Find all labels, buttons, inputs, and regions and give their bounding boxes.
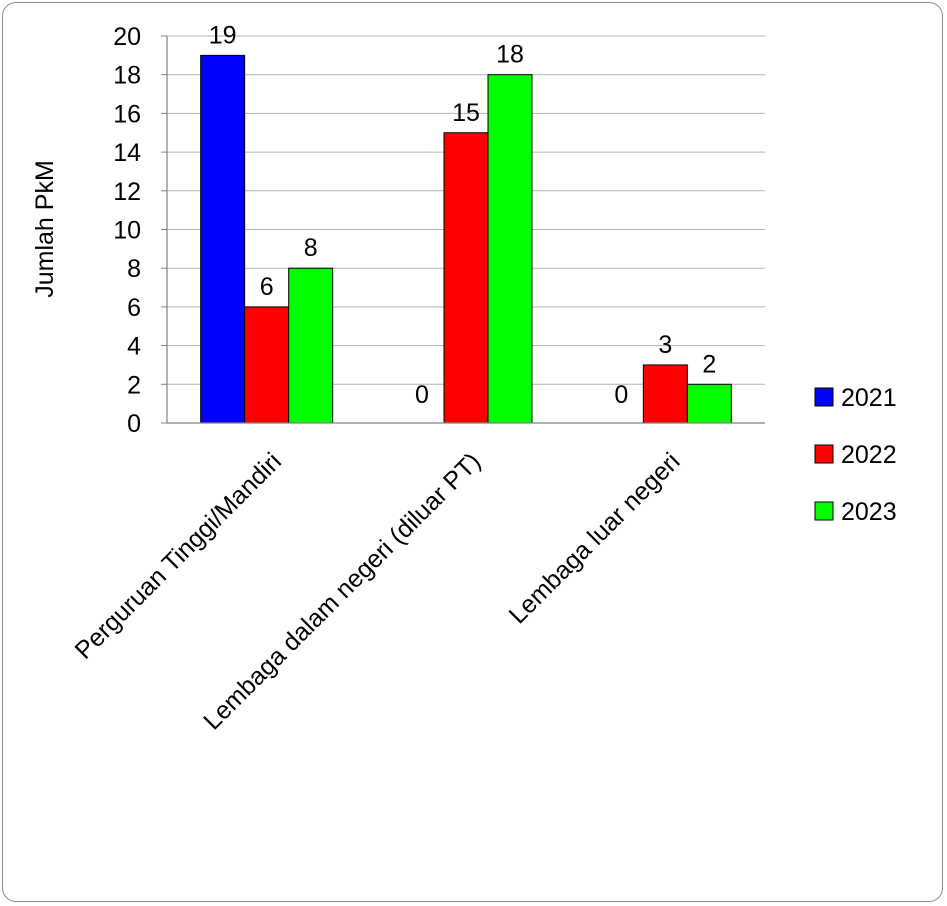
- y-axis-ticks: 0 2 4 6 8 10 12 14 16 18 20: [113, 23, 167, 438]
- y-tick-label: 4: [127, 333, 141, 361]
- y-tick-label: 14: [113, 139, 141, 167]
- y-tick-label: 0: [127, 410, 141, 438]
- data-label: 0: [614, 381, 628, 409]
- data-label: 2: [702, 350, 716, 378]
- bar-2022: [244, 306, 290, 424]
- data-label: 15: [452, 99, 480, 127]
- data-label: 18: [496, 41, 524, 69]
- bar-2023: [686, 383, 732, 424]
- bar-2022: [642, 364, 688, 424]
- legend-label: 2022: [841, 441, 897, 469]
- y-tick-label: 6: [127, 294, 141, 322]
- legend: 2021 2022 2023: [814, 384, 897, 526]
- bar-2021: [200, 54, 246, 424]
- legend-swatch-2022: [814, 444, 834, 464]
- category-label: Perguruan Tinggi/Mandiri: [70, 447, 287, 664]
- data-label: 6: [260, 273, 274, 301]
- data-label: 19: [209, 21, 237, 49]
- axes: [166, 36, 765, 424]
- legend-swatch-2023: [814, 501, 834, 521]
- legend-label: 2021: [841, 384, 897, 412]
- y-tick-label: 2: [127, 371, 141, 399]
- y-tick-label: 16: [113, 100, 141, 128]
- legend-label: 2023: [841, 498, 897, 526]
- bar-2022: [443, 132, 489, 424]
- bar-2023: [288, 267, 334, 424]
- bars: [200, 54, 732, 424]
- bar-2023: [487, 74, 533, 424]
- y-tick-label: 18: [113, 62, 141, 90]
- data-labels: 19 6 8 0 15 18 0 3 2: [209, 21, 717, 409]
- y-tick-label: 12: [113, 178, 141, 206]
- legend-swatch-2021: [814, 387, 834, 407]
- category-label: Lembaga luar negeri: [504, 447, 686, 629]
- y-tick-label: 10: [113, 217, 141, 245]
- data-label: 0: [415, 381, 429, 409]
- y-axis-label: Jumlah PkM: [31, 160, 59, 298]
- y-tick-label: 20: [113, 23, 141, 51]
- data-label: 8: [304, 234, 318, 262]
- data-label: 3: [658, 331, 672, 359]
- y-tick-label: 8: [127, 255, 141, 283]
